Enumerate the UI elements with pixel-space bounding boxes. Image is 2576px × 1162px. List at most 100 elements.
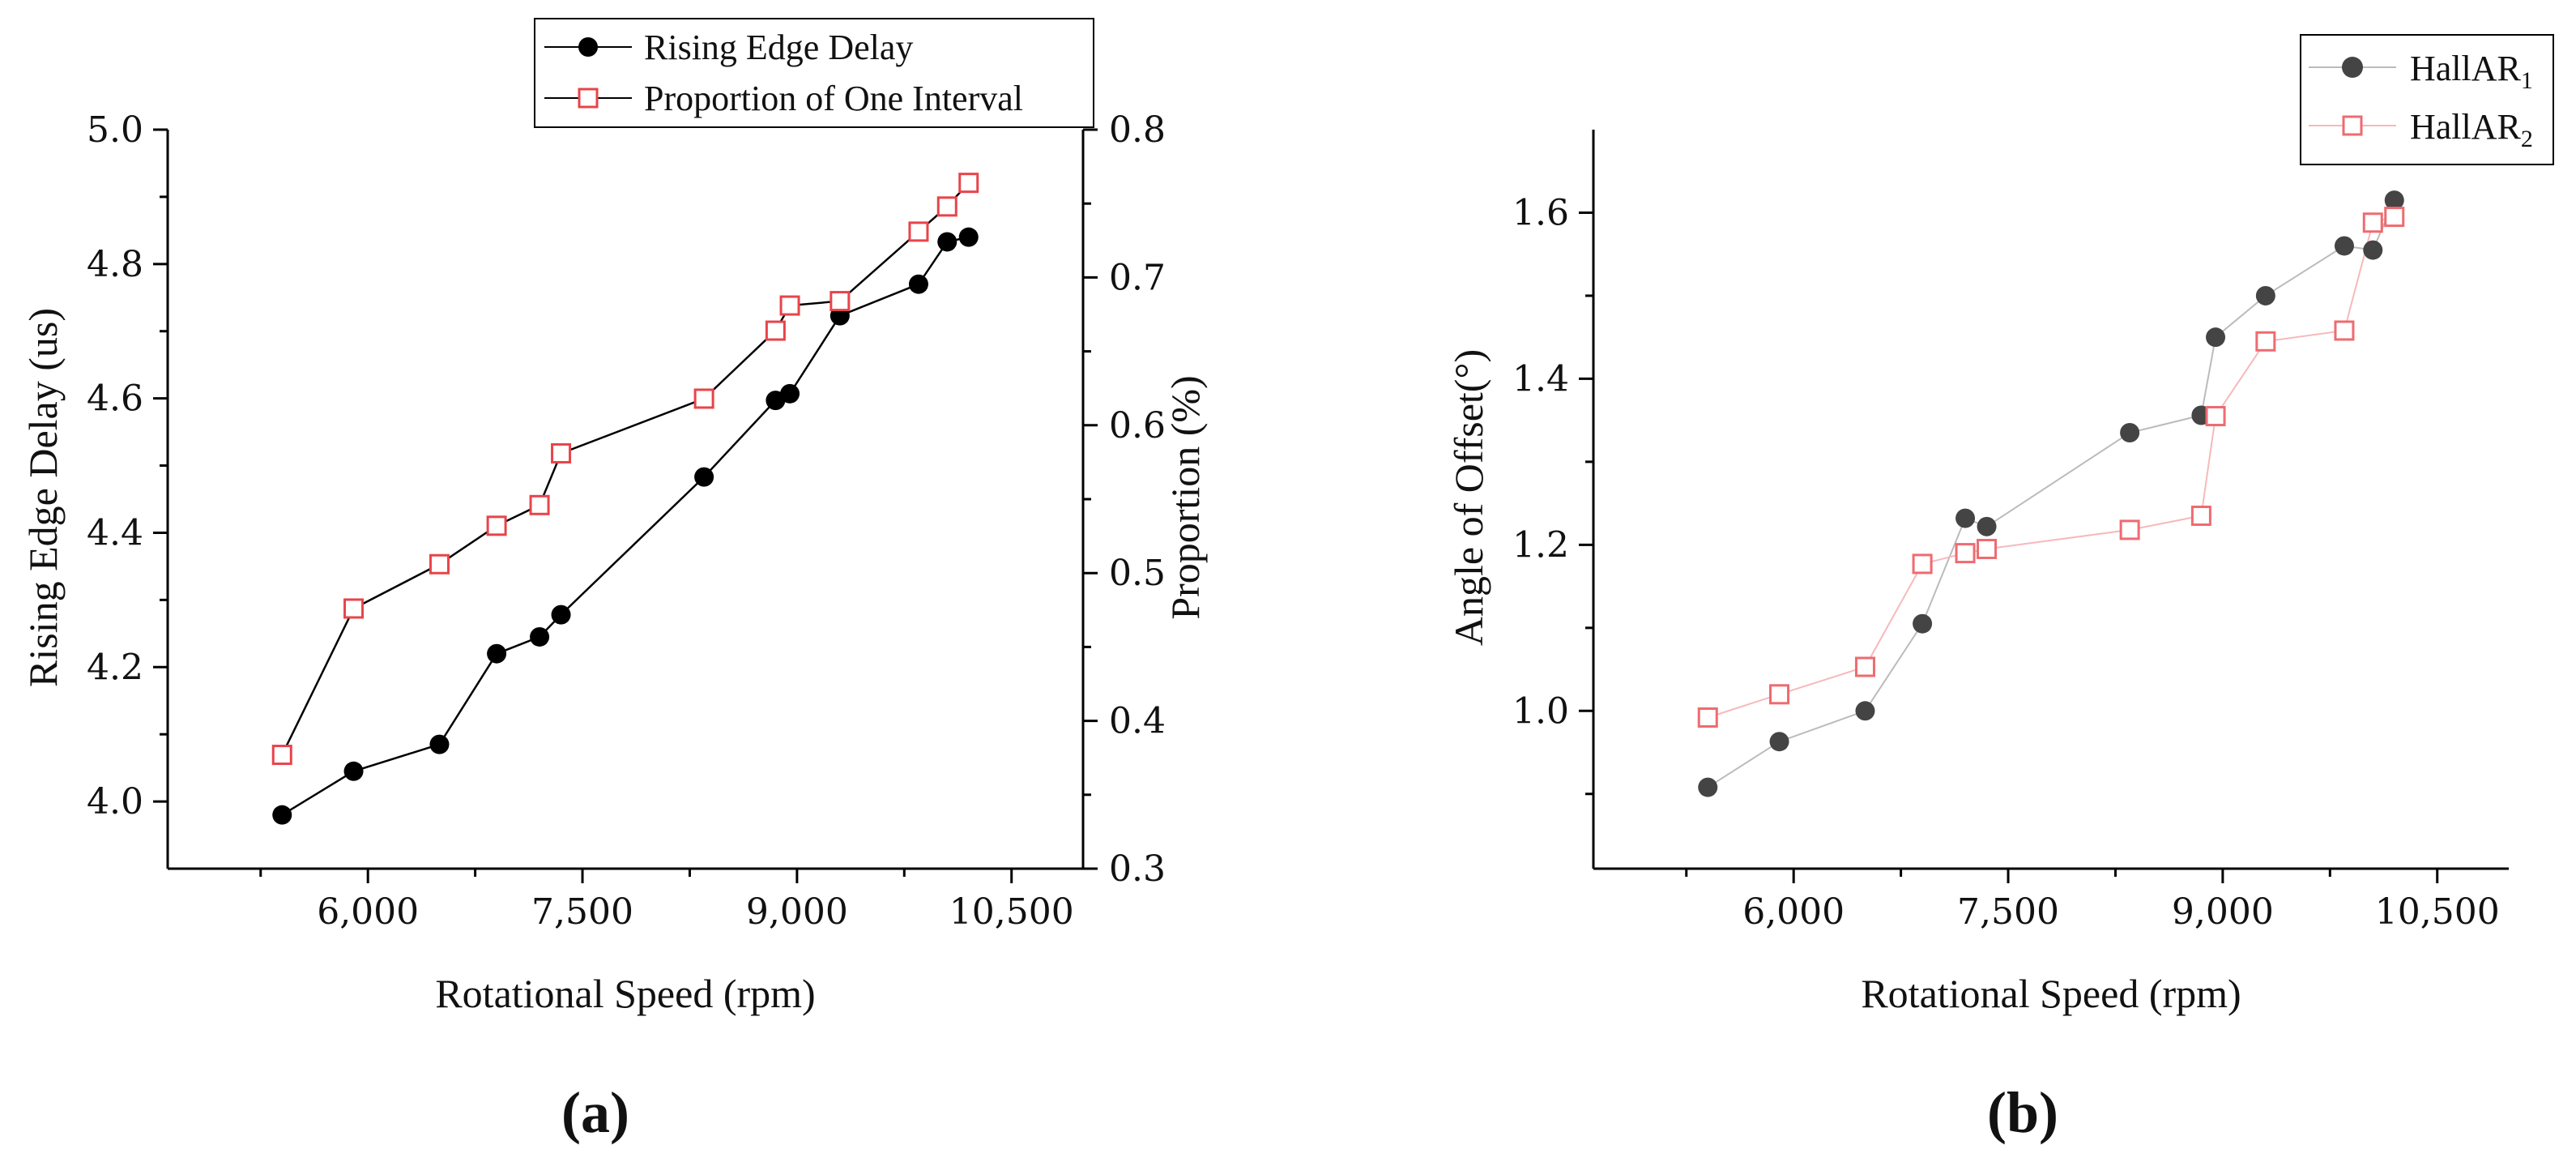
- legend-marker-proportion: [578, 88, 599, 109]
- panel-b-x-axis-title: Rotational Speed (rpm): [1861, 971, 2241, 1016]
- panel-b-point-hallar1: [1977, 516, 1997, 536]
- panel-b-x-tick-label: 6,000: [1742, 891, 1845, 933]
- panel-b-y-tick-label: 1.6: [1512, 192, 1569, 233]
- panel-b-point-hallar2: [1769, 684, 1790, 705]
- panel-a-x-tick-label: 6,000: [317, 891, 419, 933]
- legend-label-hallar1-sub: 1: [2521, 67, 2533, 94]
- panel-a-point-proportion-of-one-interval: [958, 173, 979, 194]
- panel-a-point-rising-edge-delay: [272, 805, 292, 825]
- panel-a-point-rising-edge-delay: [343, 761, 364, 781]
- legend-label-hallar2-name: HallAR: [2410, 107, 2522, 147]
- legend-marker-hallar2: [2342, 115, 2363, 136]
- legend-label-hallar1-name: HallAR: [2410, 49, 2522, 88]
- panel-a-y2-tick-label: 0.7: [1109, 257, 1166, 298]
- panel-b-point-hallar1: [2384, 190, 2404, 211]
- panel-b-point-hallar2: [2255, 331, 2276, 352]
- panel-a-point-rising-edge-delay: [958, 227, 979, 247]
- panel-a-point-rising-edge-delay: [487, 643, 507, 664]
- panel-a-y2-tick-label: 0.8: [1109, 109, 1166, 151]
- panel-b-x-tick-label: 9,000: [2172, 891, 2274, 933]
- panel-b: 6,000 7,500 9,000 10,500 1.0 1.2 1.4 1.6 Rotati…: [1446, 34, 2554, 1145]
- panel-a-x-tick-label: 7,500: [531, 891, 633, 933]
- panel-a-point-proportion-of-one-interval: [343, 598, 365, 619]
- panel-a-x-tick-label: 10,500: [949, 891, 1074, 933]
- panel-b-point-hallar1: [1855, 701, 1875, 721]
- panel-a-y2-tick-label: 0.3: [1109, 848, 1166, 890]
- legend-label-hallar2: HallAR2: [2410, 107, 2533, 152]
- panel-a-point-rising-edge-delay: [908, 274, 928, 294]
- panel-b-y-axis-title: Angle of Offset(°): [1446, 349, 1491, 646]
- panel-a-label: (a): [561, 1080, 629, 1145]
- panel-b-point-hallar1: [2255, 285, 2275, 305]
- panel-a-point-proportion-of-one-interval: [486, 515, 507, 536]
- panel-b-point-hallar2: [2119, 519, 2140, 540]
- panel-b-point-hallar2: [1955, 543, 1976, 564]
- legend-label-hallar1: HallAR1: [2410, 49, 2533, 94]
- panel-b-legend-box: [2300, 34, 2554, 165]
- panel-a-y-tick-label: 4.0: [87, 781, 143, 822]
- panel-a-point-proportion-of-one-interval: [693, 388, 714, 409]
- panel-a-point-rising-edge-delay: [937, 232, 957, 252]
- panel-b-markers: [1697, 190, 2405, 797]
- panel-a-y2-tick-label: 0.5: [1109, 553, 1166, 594]
- panel-a-point-proportion-of-one-interval: [271, 745, 292, 766]
- panel-a-y2-tick-label: 0.4: [1109, 701, 1166, 742]
- panel-a-ticks: 6,000 7,500 9,000 10,500 4.0 4.2 4.4 4.6 4.8 5.0 0…: [87, 109, 1166, 933]
- panel-b-point-hallar2: [1854, 656, 1875, 677]
- panel-a-point-proportion-of-one-interval: [779, 295, 800, 316]
- panel-a-point-proportion-of-one-interval: [908, 221, 929, 242]
- panel-b-point-hallar2: [1977, 538, 1998, 559]
- panel-a-point-rising-edge-delay: [530, 626, 550, 647]
- panel-b-point-hallar1: [1913, 613, 1933, 634]
- panel-a-point-proportion-of-one-interval: [936, 196, 957, 217]
- panel-a-y-tick-label: 4.4: [87, 512, 143, 553]
- panel-b-point-hallar2: [2205, 406, 2226, 427]
- panel-b-point-hallar2: [2362, 212, 2383, 233]
- panel-b-point-hallar2: [1697, 707, 1718, 728]
- panel-a-y-tick-label: 4.2: [87, 647, 143, 688]
- panel-b-axes: [1592, 130, 2509, 870]
- panel-a-point-rising-edge-delay: [694, 467, 714, 487]
- panel-b-y-tick-label: 1.0: [1512, 690, 1569, 732]
- panel-b-point-hallar1: [1698, 777, 1718, 797]
- panel-a-markers: [271, 173, 979, 825]
- panel-a-point-proportion-of-one-interval: [551, 442, 572, 464]
- panel-a-y2-axis-title: Proportion (%): [1162, 375, 1208, 619]
- legend-label-hallar2-sub: 2: [2521, 126, 2533, 152]
- panel-a-point-rising-edge-delay: [780, 383, 800, 404]
- panel-a-y2-tick-label: 0.6: [1109, 405, 1166, 446]
- legend-marker-hallar1: [2342, 57, 2363, 78]
- legend-label-rising-edge: Rising Edge Delay: [644, 28, 913, 67]
- panel-a-y-tick-label: 5.0: [87, 109, 143, 151]
- panel-b-legend: HallAR1 HallAR2: [2300, 34, 2554, 165]
- panel-a: 6,000 7,500 9,000 10,500 4.0 4.2 4.4 4.6 4.8 5.0 0…: [20, 18, 1208, 1145]
- legend-label-proportion: Proportion of One Interval: [644, 79, 1023, 118]
- panel-a-x-tick-label: 9,000: [746, 891, 848, 933]
- panel-b-x-tick-label: 7,500: [1957, 891, 2059, 933]
- panel-a-legend-box: [534, 18, 1094, 128]
- panel-b-point-hallar2: [2334, 320, 2355, 341]
- panel-b-point-hallar2: [1912, 553, 1933, 575]
- panel-a-y-tick-label: 4.8: [87, 244, 143, 285]
- panel-b-point-hallar1: [2120, 423, 2140, 443]
- panel-a-y-tick-label: 4.6: [87, 378, 143, 420]
- panel-a-y-axis-title: Rising Edge Delay (us): [20, 308, 66, 687]
- panel-a-legend: Rising Edge Delay Proportion of One Inte…: [534, 18, 1094, 128]
- panel-a-point-proportion-of-one-interval: [429, 553, 450, 575]
- panel-b-point-hallar2: [2384, 207, 2405, 228]
- panel-b-point-hallar1: [1955, 508, 1976, 528]
- panel-b-point-hallar2: [2190, 505, 2211, 526]
- panel-a-point-proportion-of-one-interval: [529, 494, 550, 515]
- panel-b-y-tick-label: 1.4: [1512, 358, 1569, 399]
- panel-b-ticks: 6,000 7,500 9,000 10,500 1.0 1.2 1.4 1.6: [1512, 192, 2500, 933]
- panel-b-label: (b): [1987, 1080, 2058, 1145]
- panel-b-point-hallar1: [1769, 732, 1789, 752]
- panel-b-point-hallar1: [2206, 327, 2226, 348]
- panel-a-point-rising-edge-delay: [551, 604, 571, 625]
- panel-a-point-proportion-of-one-interval: [765, 320, 786, 341]
- legend-marker-rising-edge: [578, 37, 598, 57]
- panel-b-x-tick-label: 10,500: [2375, 891, 2500, 933]
- panel-a-point-proportion-of-one-interval: [830, 291, 851, 312]
